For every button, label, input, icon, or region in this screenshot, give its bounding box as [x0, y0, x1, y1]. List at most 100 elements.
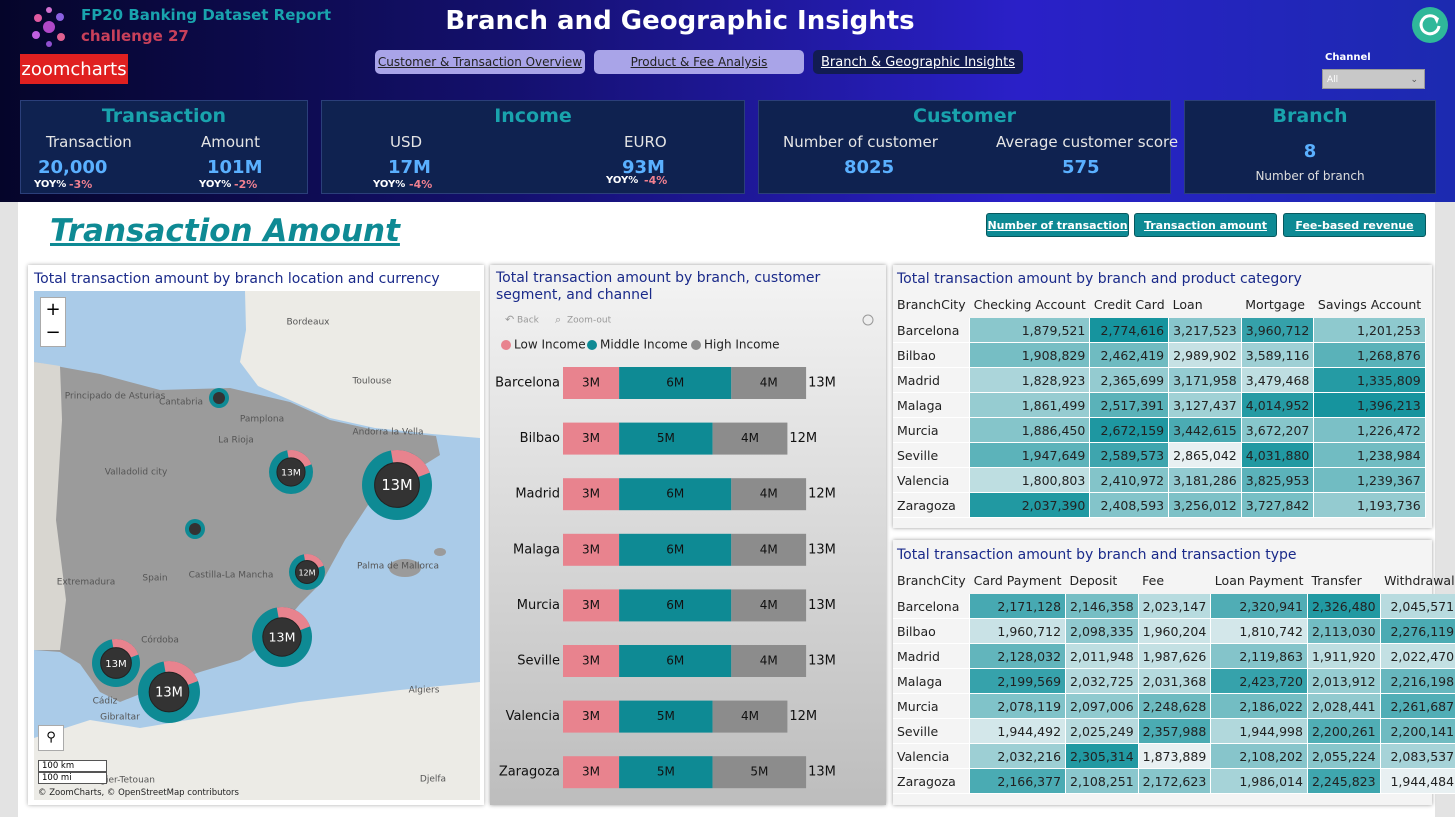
bubble-label: 13M [381, 477, 412, 494]
cell: 2,166,377 [969, 768, 1067, 794]
table-row: Barcelona 1,879,521 2,774,616 3,217,523 3,96… [893, 318, 1426, 343]
table-title: Total transaction amount by branch and t… [897, 547, 1297, 563]
tab[interactable]: Customer & Transaction Overview [375, 50, 585, 74]
africa-land [34, 682, 480, 800]
cell: 2,119,863 [1210, 643, 1308, 669]
table-row: Barcelona 2,171,128 2,146,358 2,023,147 2,32… [893, 594, 1455, 619]
yoy-value: -2% [234, 178, 258, 191]
place-label: Cádiz [93, 697, 118, 707]
row-label: Barcelona [893, 318, 971, 343]
cell: 2,261,687 [1380, 693, 1455, 719]
cell: 1,828,923 [969, 367, 1091, 393]
tab[interactable]: Product & Fee Analysis [594, 50, 804, 74]
portugal-land [34, 362, 66, 650]
yoy-label: YOY% [34, 179, 67, 190]
cell: 1,960,204 [1138, 618, 1212, 644]
cell: 2,462,419 [1089, 342, 1170, 368]
category-label: Barcelona [495, 376, 560, 391]
france-land [240, 291, 480, 438]
bubble-center [213, 392, 225, 404]
logo-icon [32, 7, 65, 47]
kpi-card: Income USD 17M YOY% -4% EURO 93M YOY% -4… [321, 100, 745, 194]
bar-chart: ↶ Back ⌕ Zoom-out Low Income Middle Income Hig… [495, 313, 874, 789]
yoy-label: YOY% [606, 175, 639, 186]
filter-label: Channel [1325, 52, 1371, 63]
bar-segment [731, 589, 807, 622]
cell: 1,239,367 [1313, 467, 1426, 493]
kpi-value: 101M [207, 157, 263, 178]
cell: 1,335,809 [1313, 367, 1426, 393]
toggle-button[interactable]: Transaction amount [1134, 213, 1277, 237]
place-label: Cantabria [159, 398, 203, 408]
toolbar-item: Back [517, 316, 540, 326]
row-label: Murcia [893, 417, 971, 443]
value-label: 6M [666, 376, 684, 390]
zoomcharts-logo: zoomcharts [20, 54, 128, 84]
refresh-button[interactable] [1411, 6, 1449, 44]
value-label: 3M [582, 431, 600, 445]
bubble-center [262, 617, 302, 657]
header-row: BranchCity Checking Account Credit Card Loa… [893, 290, 1425, 318]
toggle-button[interactable]: Number of transaction [986, 213, 1129, 237]
bubble-label: 13M [105, 659, 127, 670]
challenge: challenge 27 [81, 27, 189, 45]
cell: 1,986,014 [1210, 768, 1308, 794]
legend-label: Middle Income [600, 338, 688, 352]
bar-segment [731, 645, 807, 677]
category-label: Murcia [517, 598, 560, 613]
bubble-label: 13M [155, 686, 183, 701]
cell: 3,960,712 [1241, 318, 1315, 343]
zoom-control[interactable]: + − [40, 297, 66, 347]
channel-dropdown[interactable]: All ⌄ [1322, 69, 1425, 89]
bar-segment [731, 478, 807, 511]
cell: 1,944,484 [1380, 768, 1455, 794]
bubble-arc [92, 638, 141, 687]
toolbar-icon: ⌕ [555, 313, 561, 326]
kpi-title: Customer [913, 105, 1016, 127]
cell: 2,589,573 [1089, 442, 1170, 468]
cell: 3,127,437 [1168, 392, 1242, 418]
page-title: Branch and Geographic Insights [445, 6, 915, 36]
cell: 3,589,116 [1241, 342, 1315, 368]
cell: 1,226,472 [1313, 417, 1426, 443]
tab-active[interactable]: Branch & Geographic Insights [813, 50, 1023, 74]
cell: 2,083,537 [1380, 743, 1455, 769]
dropdown-arrow: ⌄ [1410, 75, 1418, 85]
value-label: 3M [582, 376, 600, 390]
table-row: Madrid 2,128,032 2,011,948 1,987,626 2,119,8… [893, 643, 1455, 669]
locate-button[interactable]: ⚲ [38, 725, 64, 751]
row-label: Murcia [893, 693, 971, 719]
bubble-arc [361, 450, 432, 521]
row-label: Madrid [893, 643, 971, 669]
cell: 2,774,616 [1089, 318, 1170, 343]
value-label: 3M [582, 542, 600, 556]
place-label: Djelfa [420, 775, 446, 785]
filter-value: All [1327, 75, 1339, 85]
cell: 2,028,441 [1307, 693, 1381, 719]
column-header: Transfer [1311, 572, 1362, 588]
value-label: 6M [666, 654, 684, 668]
column-header: Card Payment [973, 572, 1062, 588]
kpi-label: Transaction [46, 133, 132, 151]
yoy-value: -4% [644, 174, 668, 187]
cell: 2,022,470 [1380, 643, 1455, 669]
cell: 1,987,626 [1138, 643, 1212, 669]
cell: 2,013,912 [1307, 668, 1381, 694]
cell: 3,217,523 [1168, 318, 1242, 343]
cell: 2,276,119 [1380, 618, 1455, 644]
total-label: 13M [808, 542, 836, 557]
toggle-button[interactable]: Fee-based revenue [1283, 213, 1426, 237]
value-label: 4M [760, 376, 778, 390]
cell: 2,146,358 [1065, 594, 1139, 619]
row-label: Malaga [893, 668, 971, 694]
total-label: 12M [808, 487, 836, 502]
category-label: Bilbao [520, 431, 560, 446]
bar-segment [563, 533, 620, 566]
legend-marker [587, 340, 597, 350]
cell: 1,879,521 [969, 318, 1091, 343]
cell: 2,357,988 [1138, 718, 1212, 744]
cell: 1,238,984 [1313, 442, 1426, 468]
table-row: Valencia 1,800,803 2,410,972 3,181,286 3,825… [893, 467, 1426, 493]
legend-marker [691, 340, 701, 350]
